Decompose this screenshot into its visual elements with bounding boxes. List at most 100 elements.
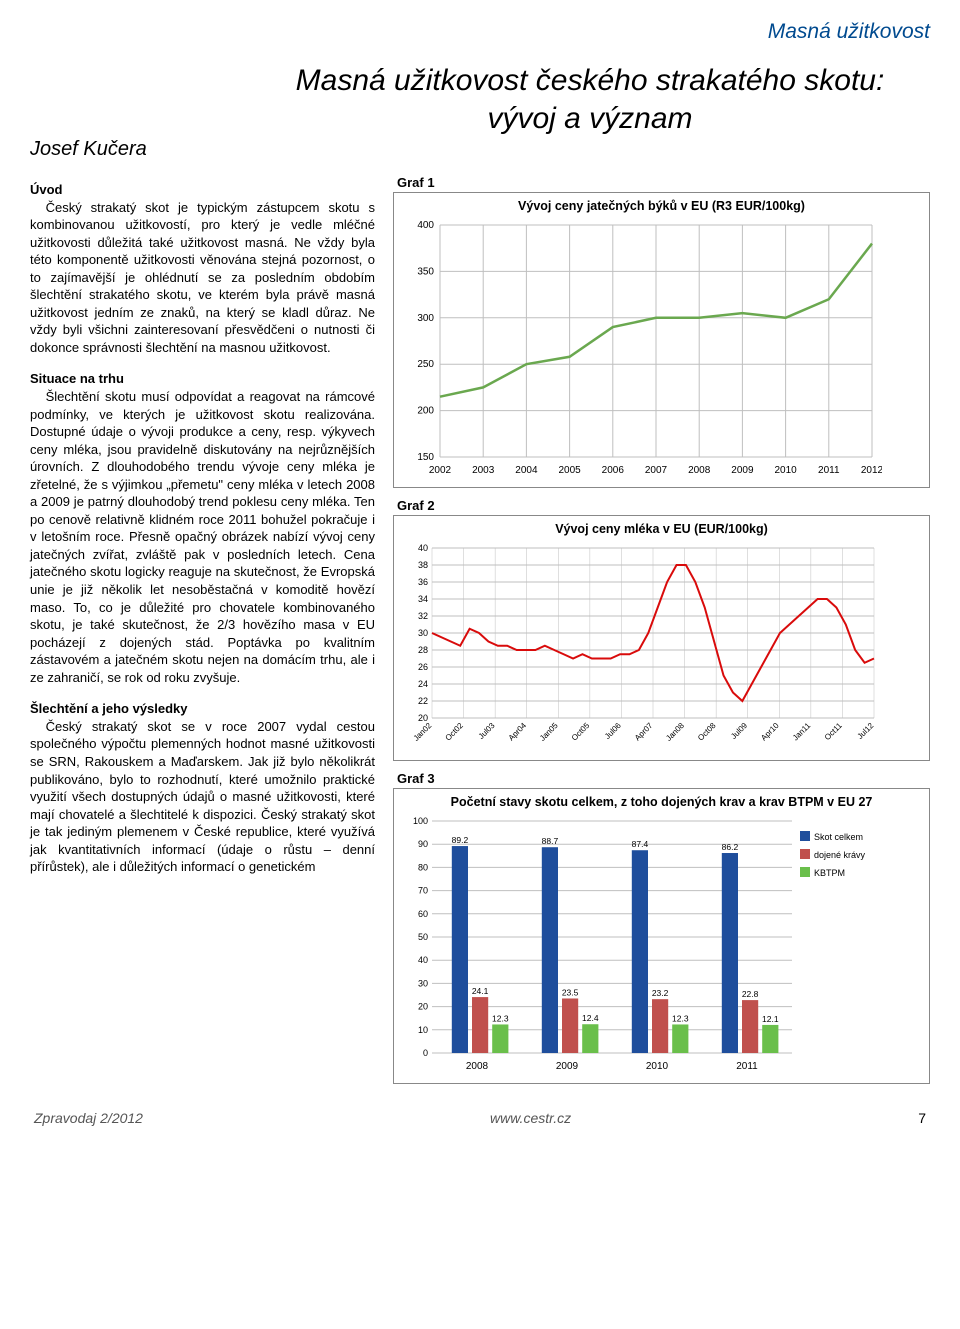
- svg-text:10: 10: [418, 1025, 428, 1035]
- footer-center: www.cestr.cz: [490, 1110, 571, 1126]
- svg-text:Jan08: Jan08: [664, 721, 686, 743]
- svg-text:2006: 2006: [602, 465, 625, 476]
- svg-text:150: 150: [417, 452, 434, 463]
- svg-text:KBTPM: KBTPM: [814, 868, 845, 878]
- svg-text:32: 32: [418, 611, 428, 621]
- svg-text:80: 80: [418, 862, 428, 872]
- svg-text:30: 30: [418, 628, 428, 638]
- author: Josef Kučera: [30, 138, 230, 161]
- svg-text:12.3: 12.3: [492, 1013, 509, 1023]
- svg-text:Jan11: Jan11: [791, 721, 813, 743]
- svg-text:2005: 2005: [558, 465, 581, 476]
- svg-text:Jul12: Jul12: [856, 721, 876, 741]
- title-line2: vývoj a význam: [487, 102, 692, 135]
- para-market: Šlechtění skotu musí odpovídat a reagova…: [30, 388, 375, 686]
- svg-text:Jul06: Jul06: [603, 721, 623, 741]
- svg-text:200: 200: [417, 406, 434, 417]
- svg-text:dojené krávy: dojené krávy: [814, 850, 866, 860]
- chart2-label: Graf 2: [397, 498, 930, 513]
- svg-text:Jan02: Jan02: [412, 721, 434, 743]
- svg-text:2009: 2009: [731, 465, 754, 476]
- svg-text:24: 24: [418, 679, 428, 689]
- svg-text:89.2: 89.2: [452, 835, 469, 845]
- footer-left: Zpravodaj 2/2012: [34, 1110, 143, 1126]
- svg-text:Oct05: Oct05: [570, 721, 592, 743]
- svg-text:34: 34: [418, 594, 428, 604]
- svg-text:Skot celkem: Skot celkem: [814, 832, 863, 842]
- svg-text:22: 22: [418, 696, 428, 706]
- svg-text:88.7: 88.7: [542, 836, 559, 846]
- svg-text:Jan05: Jan05: [538, 721, 560, 743]
- svg-text:2007: 2007: [645, 465, 668, 476]
- title-line1: Masná užitkovost českého strakatého skot…: [296, 64, 885, 97]
- svg-text:100: 100: [413, 816, 428, 826]
- chart1-label: Graf 1: [397, 175, 930, 190]
- svg-text:36: 36: [418, 577, 428, 587]
- heading-intro: Úvod: [30, 181, 375, 199]
- svg-text:2008: 2008: [466, 1061, 489, 1072]
- svg-text:24.1: 24.1: [472, 986, 489, 996]
- section-header: Masná užitkovost: [30, 20, 930, 44]
- svg-text:23.2: 23.2: [652, 988, 669, 998]
- chart3-title: Početní stavy skotu celkem, z toho dojen…: [402, 795, 921, 809]
- svg-text:86.2: 86.2: [722, 842, 739, 852]
- svg-text:Jul09: Jul09: [729, 721, 749, 741]
- chart2-box: Vývoj ceny mléka v EU (EUR/100kg) 202224…: [393, 515, 930, 761]
- svg-text:2010: 2010: [646, 1061, 669, 1072]
- chart3-svg: 0 10 20 30 40 50 60 70 80 90 100 89.2 24.1 12.3 2008 88…: [402, 815, 882, 1075]
- footer-page-number: 7: [918, 1110, 926, 1126]
- svg-text:22.8: 22.8: [742, 989, 759, 999]
- svg-text:2009: 2009: [556, 1061, 579, 1072]
- svg-text:2011: 2011: [818, 465, 840, 476]
- chart3-box: Početní stavy skotu celkem, z toho dojen…: [393, 788, 930, 1084]
- heading-breeding: Šlechtění a jeho výsledky: [30, 700, 375, 718]
- heading-market: Situace na trhu: [30, 370, 375, 388]
- chart2-title: Vývoj ceny mléka v EU (EUR/100kg): [402, 522, 921, 536]
- svg-text:2011: 2011: [736, 1061, 758, 1072]
- svg-text:Oct02: Oct02: [444, 721, 466, 743]
- chart-column: Graf 1 Vývoj ceny jatečných býků v EU (R…: [393, 171, 930, 1094]
- svg-text:Apr07: Apr07: [633, 721, 655, 743]
- svg-text:2003: 2003: [472, 465, 495, 476]
- svg-text:Jul03: Jul03: [477, 721, 497, 741]
- article-title: Masná užitkovost českého strakatého skot…: [250, 62, 930, 137]
- chart1-svg: 1502002503003504002002200320042005200620…: [402, 219, 882, 479]
- text-column: Úvod Český strakatý skot je typickým zás…: [30, 171, 375, 1094]
- svg-text:90: 90: [418, 839, 428, 849]
- svg-text:Apr10: Apr10: [759, 721, 781, 743]
- chart3-label: Graf 3: [397, 771, 930, 786]
- svg-text:28: 28: [418, 645, 428, 655]
- svg-text:2002: 2002: [429, 465, 452, 476]
- svg-text:70: 70: [418, 886, 428, 896]
- svg-text:400: 400: [417, 220, 434, 231]
- svg-text:Oct08: Oct08: [696, 721, 718, 743]
- svg-text:20: 20: [418, 1002, 428, 1012]
- svg-text:30: 30: [418, 978, 428, 988]
- svg-text:2010: 2010: [774, 465, 797, 476]
- svg-text:50: 50: [418, 932, 428, 942]
- svg-text:60: 60: [418, 909, 428, 919]
- para-intro: Český strakatý skot je typickým zástupce…: [30, 199, 375, 357]
- svg-text:Oct11: Oct11: [823, 721, 844, 742]
- svg-text:12.1: 12.1: [762, 1014, 779, 1024]
- svg-text:300: 300: [417, 313, 434, 324]
- page-footer: Zpravodaj 2/2012 www.cestr.cz 7: [30, 1110, 930, 1126]
- para-breeding: Český strakatý skot se v roce 2007 vydal…: [30, 718, 375, 876]
- svg-text:40: 40: [418, 955, 428, 965]
- svg-text:26: 26: [418, 662, 428, 672]
- svg-text:23.5: 23.5: [562, 987, 579, 997]
- chart1-title: Vývoj ceny jatečných býků v EU (R3 EUR/1…: [402, 199, 921, 213]
- svg-text:12.4: 12.4: [582, 1013, 599, 1023]
- svg-text:350: 350: [417, 266, 434, 277]
- svg-text:40: 40: [418, 543, 428, 553]
- svg-text:0: 0: [423, 1048, 428, 1058]
- chart2-svg: 2022242628303234363840Jan02Oct02Jul03Apr…: [402, 542, 882, 752]
- svg-text:250: 250: [417, 359, 434, 370]
- chart1-box: Vývoj ceny jatečných býků v EU (R3 EUR/1…: [393, 192, 930, 488]
- svg-text:38: 38: [418, 560, 428, 570]
- svg-text:87.4: 87.4: [632, 839, 649, 849]
- svg-text:2012: 2012: [861, 465, 882, 476]
- svg-text:12.3: 12.3: [672, 1013, 689, 1023]
- svg-text:2008: 2008: [688, 465, 711, 476]
- svg-text:Apr04: Apr04: [507, 721, 529, 743]
